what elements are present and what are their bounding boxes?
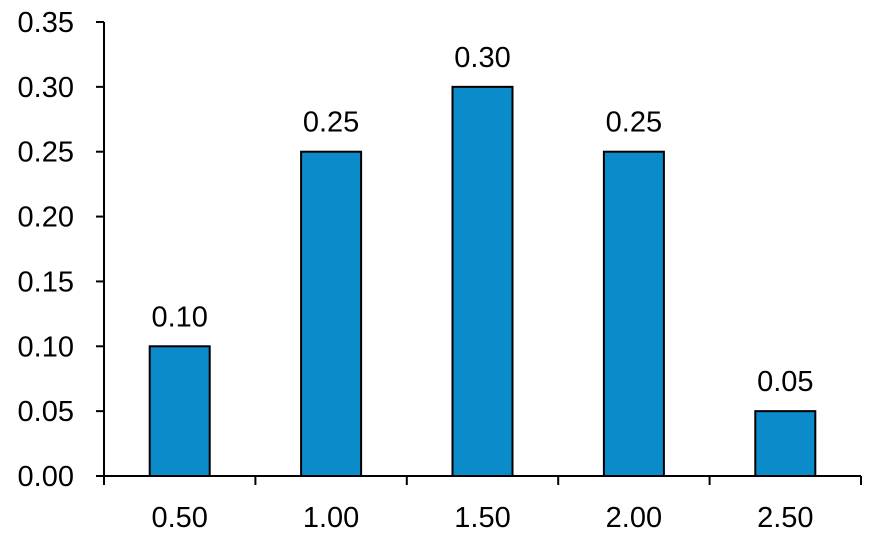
x-axis: 0.50 1.00 1.50 2.00 2.50 xyxy=(103,475,862,534)
y-tick-label: 0.35 xyxy=(18,7,74,39)
bar-value-label: 0.30 xyxy=(454,42,510,74)
x-tick-label: 0.50 xyxy=(151,502,207,534)
y-tick-label: 0.30 xyxy=(18,72,74,104)
bar xyxy=(754,410,817,477)
bar-value-label: 0.05 xyxy=(757,366,813,398)
x-tick-label: 2.00 xyxy=(606,502,662,534)
bar-series xyxy=(148,85,817,477)
y-tick-label: 0.00 xyxy=(18,461,74,493)
bar-value-label: 0.10 xyxy=(151,301,207,333)
x-tick-label: 1.00 xyxy=(303,502,359,534)
bar xyxy=(148,345,211,477)
bar xyxy=(300,150,363,477)
x-tick-label: 2.50 xyxy=(757,502,813,534)
y-axis: 0.00 0.05 0.10 0.15 0.20 0.25 0.30 0.35 xyxy=(18,7,105,493)
bar-value-label: 0.25 xyxy=(303,107,359,139)
data-labels: 0.10 0.25 0.30 0.25 0.05 xyxy=(151,42,813,398)
y-tick-label: 0.15 xyxy=(18,266,74,298)
bar xyxy=(451,85,514,477)
y-tick-label: 0.05 xyxy=(18,396,74,428)
bar xyxy=(602,150,665,477)
x-tick-label: 1.50 xyxy=(454,502,510,534)
y-tick-label: 0.10 xyxy=(18,331,74,363)
y-tick-label: 0.20 xyxy=(18,202,74,234)
y-tick-label: 0.25 xyxy=(18,137,74,169)
bar-value-label: 0.25 xyxy=(606,107,662,139)
